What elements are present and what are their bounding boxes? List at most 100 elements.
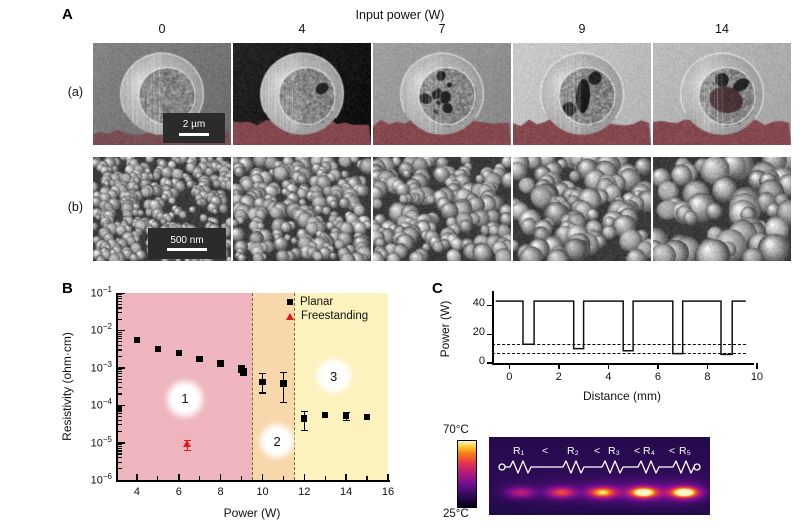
data-point-planar [280,380,287,387]
c-x-tick-2 [607,363,610,369]
c-dashed-reference-0 [492,343,746,345]
c-y-axis-line [492,291,494,365]
zone-badge-1: 1 [172,385,199,412]
y-tick-minor [118,430,122,433]
c-waveform-line [495,300,746,356]
y-tick-minor [118,331,122,333]
sem-image-b-9 [513,157,651,261]
panel-b-letter: B [62,280,73,297]
c-x-tick-3 [657,363,659,369]
c-y-tick-label-2: 40 [472,297,485,310]
y-tick-minor [118,406,122,408]
y-tick-minor [118,341,122,343]
error-cap-top [300,410,308,413]
error-cap-top [279,371,287,374]
y-tick-minor [118,419,122,421]
column-header-9: 9 [578,22,586,36]
error-cap-bottom [240,374,248,376]
legend-entry-planar: Planar [284,295,368,309]
error-cap-bottom [279,402,287,404]
y-tick-minor [118,370,122,373]
column-header-14: 14 [715,22,729,36]
y-tick-major-0 [118,292,125,295]
row-label-b: (b) [67,200,83,214]
y-tick-minor [118,303,122,305]
error-cap-bottom [300,429,308,431]
y-tick-major-4 [118,442,125,444]
x-tick-major-4 [303,474,306,481]
data-point-planar [217,360,224,367]
x-tick-label-5: 14 [340,486,353,498]
resistor-label-r5: R₅ [679,445,691,457]
y-tick-minor [118,375,122,377]
c-x-tick-label-2: 4 [605,371,612,383]
x-tick-label-1: 6 [175,486,182,498]
y-tick-minor [118,373,122,375]
data-point-planar [301,415,308,422]
y-tick-major-2 [118,367,125,369]
resistor-label-r3: R₃ [608,445,620,457]
x-tick-minor [240,476,243,481]
panel-b-plot: 10−1 10−2 10−3 10−4 10−5 10−6 4 6 8 10 12 14 16 Power… [0,275,420,530]
c-dashed-reference-1 [492,352,746,354]
c-x-tick-label-5: 10 [750,371,764,383]
x-tick-major-5 [345,474,347,481]
c-x-tick-label-0: 0 [506,371,513,383]
y-tick-minor [118,300,122,302]
data-point-planar [240,368,247,375]
x-axis-title: Power (W) [223,506,281,520]
zone-badge-3: 3 [321,364,346,389]
error-cap-bottom [342,420,350,422]
resistor-label-r1: R₁ [513,445,525,457]
y-tick-minor [118,408,122,410]
y-tick-minor [118,415,122,418]
inequality-4: < [669,445,676,457]
panel-a-letter: A [62,6,73,23]
error-cap-top [258,373,266,375]
column-header-7: 7 [438,22,446,36]
c-x-tick-0 [508,363,511,369]
zone-band-3 [293,293,388,480]
x-tick-minor [199,476,201,481]
legend-square-marker [287,299,293,305]
panel-c-plot: 0 20 40 0 2 4 6 8 10 Distance (mm) Power (W) [420,275,800,415]
y-tick-minor [118,447,122,450]
y-tick-minor [118,412,122,415]
c-y-tick-label-0: 0 [478,355,485,367]
y-tick-minor [118,369,122,371]
x-tick-major-3 [261,474,264,481]
c-x-axis-title: Distance (mm) [582,389,661,403]
y-tick-minor [118,410,122,412]
scalebar-2um-bar [179,132,209,136]
data-point-planar [175,349,182,357]
data-point-freestanding [183,440,192,448]
x-tick-major-0 [136,474,138,481]
resistor-label-r2: R₂ [567,445,579,457]
error-cap-bottom [258,392,266,394]
y-tick-minor [118,335,122,337]
zone-divider-2 [293,293,295,480]
x-tick-label-2: 8 [217,486,224,498]
sem-image-a-4 [233,43,371,145]
error-cap-bottom [183,449,191,451]
colorbar-max-label: 70°C [443,424,469,436]
x-axis-line [116,480,390,482]
y-tick-minor [118,445,122,447]
panel-a-title: Input power (W) [355,8,445,22]
panel-c-letter: C [432,280,443,297]
thermal-image: R₁ < R₂ < R₃ < R₄ < R₅ [489,437,710,515]
c-y-tick-2 [487,304,493,307]
y-tick-minor [118,312,122,314]
panel-b-legend: Planar Freestanding [284,295,368,323]
row-label-a: (a) [67,85,83,99]
x-tick-major-2 [219,474,222,481]
data-point-planar [133,336,141,344]
sem-image-b-4 [233,157,371,261]
y-tick-major-3 [118,404,125,407]
y-tick-label-4: 10−5 [90,434,112,450]
scalebar-2um: 2 µm [163,113,225,143]
x-tick-minor [282,476,284,481]
c-x-tick-1 [558,363,560,369]
c-x-tick-label-3: 6 [654,371,661,383]
